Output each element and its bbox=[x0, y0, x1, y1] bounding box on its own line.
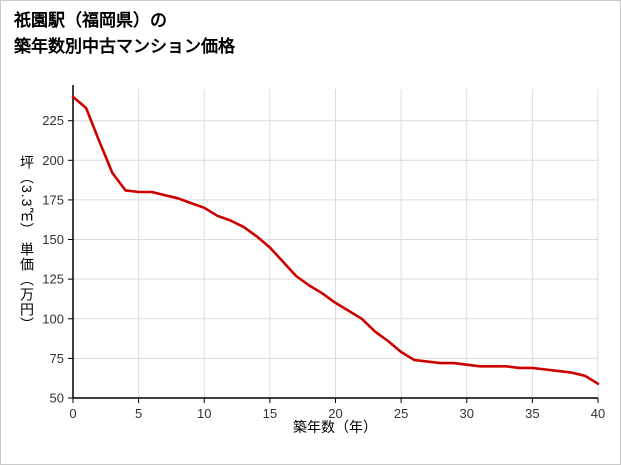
price-line-series bbox=[71, 95, 600, 386]
x-tick-label: 10 bbox=[197, 406, 211, 421]
x-tick-label: 15 bbox=[263, 406, 277, 421]
y-tick-label: 100 bbox=[42, 311, 64, 326]
y-tick-label: 75 bbox=[50, 351, 64, 366]
y-tick-label: 175 bbox=[42, 192, 64, 207]
y-tick-label: 50 bbox=[50, 391, 64, 406]
price-line-chart: 築年数（年） 0 5 10 15 20 25 30 35 40 50 75 100 125 150 175 2… bbox=[42, 85, 605, 435]
x-tick-label: 35 bbox=[525, 406, 539, 421]
x-tick-label: 0 bbox=[69, 406, 76, 421]
chart-title-line-2: 築年数別中古マンション価格 bbox=[14, 37, 235, 57]
y-tick-label: 225 bbox=[42, 113, 64, 128]
x-tick-label: 20 bbox=[328, 406, 342, 421]
x-tick-label: 5 bbox=[135, 406, 142, 421]
x-tick-label: 25 bbox=[394, 406, 408, 421]
x-axis-label: 築年数（年） bbox=[293, 419, 377, 435]
y-axis-label: 坪（3.3㎡） 単価（万円） bbox=[19, 155, 35, 333]
chart-title: 祇園駅（福岡県）の 築年数別中古マンション価格 bbox=[14, 8, 235, 61]
y-tick-label: 150 bbox=[42, 232, 64, 247]
x-tick-label: 30 bbox=[460, 406, 474, 421]
y-tick-label: 125 bbox=[42, 272, 64, 287]
y-tick-label: 200 bbox=[42, 153, 64, 168]
chart-title-line-1: 祇園駅（福岡県）の bbox=[14, 11, 167, 30]
x-tick-label: 40 bbox=[591, 406, 605, 421]
